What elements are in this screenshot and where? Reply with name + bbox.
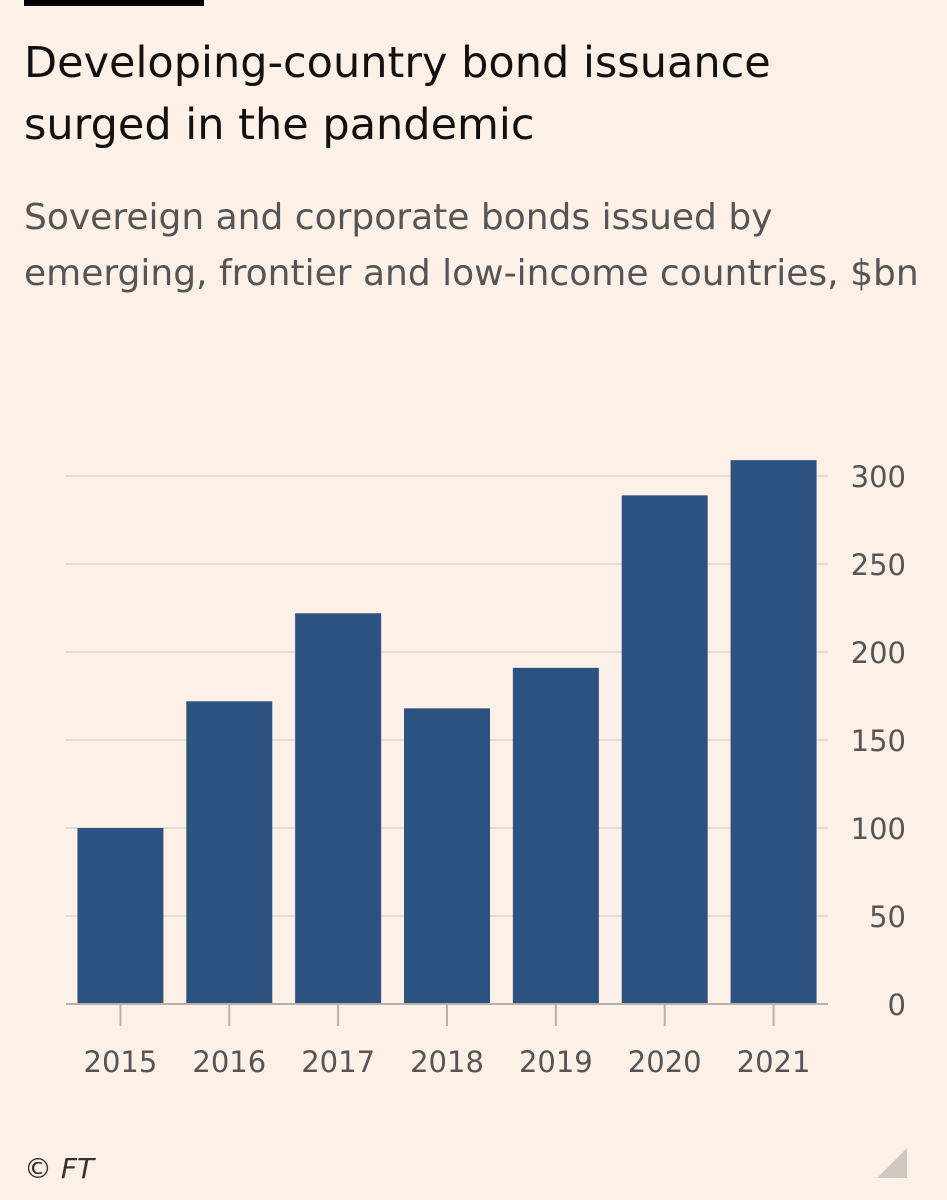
bar-2021 [730, 460, 817, 1004]
x-tick-label: 2015 [84, 1045, 158, 1079]
bar-2015 [77, 828, 164, 1004]
chart-title: Developing-country bond issuance surged … [24, 38, 771, 150]
source-credit: © FT [24, 1152, 95, 1185]
x-tick-label: 2017 [301, 1045, 375, 1079]
y-tick-label: 100 [851, 812, 906, 846]
y-tick-label: 150 [851, 724, 906, 758]
y-tick-label: 200 [851, 636, 906, 670]
bar-chart: 0 50 100 150 200 250 300 2015 2016 2017 2018 2019 20… [66, 460, 906, 1079]
bar-2018 [404, 708, 490, 1004]
brand-bar [24, 0, 204, 6]
resize-corner-icon [877, 1148, 907, 1178]
x-tick-label: 2018 [410, 1045, 484, 1079]
bar-2020 [621, 495, 708, 1004]
y-tick-label: 50 [869, 900, 906, 934]
x-tick-label: 2019 [519, 1045, 593, 1079]
x-tick-label: 2021 [737, 1045, 811, 1079]
y-tick-label: 0 [888, 988, 906, 1022]
bar-2017 [295, 613, 382, 1004]
bar-2016 [186, 701, 273, 1004]
chart-subtitle: Sovereign and corporate bonds issued by … [24, 197, 919, 294]
y-tick-label: 300 [851, 460, 906, 494]
x-tick-label: 2020 [628, 1045, 702, 1079]
bar-2019 [512, 667, 599, 1004]
y-tick-label: 250 [851, 548, 906, 582]
x-tick-label: 2016 [192, 1045, 266, 1079]
